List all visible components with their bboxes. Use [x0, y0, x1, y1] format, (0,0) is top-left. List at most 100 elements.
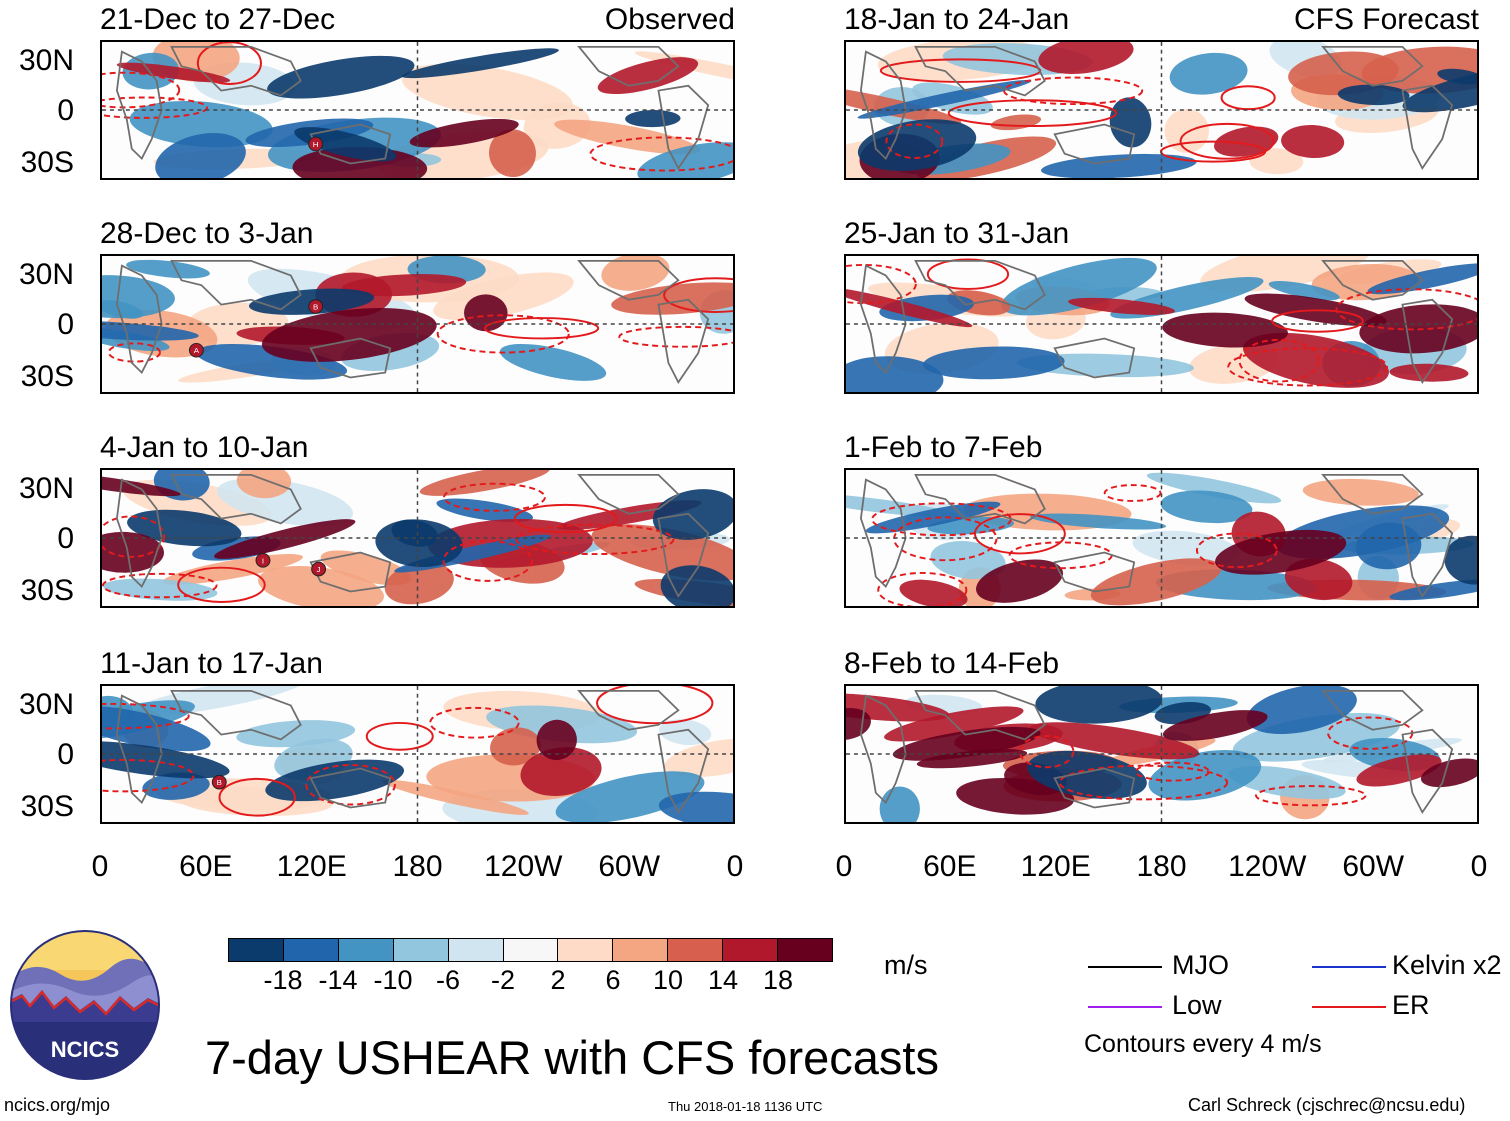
- er-contour: [436, 314, 570, 354]
- er-contour: [305, 764, 396, 806]
- lat-label: 30S: [20, 360, 74, 393]
- shear-anomaly-blob: [1268, 281, 1340, 301]
- shear-anomaly-blob: [384, 562, 454, 605]
- shear-field: H: [102, 42, 733, 178]
- coastline: [170, 689, 302, 741]
- shear-anomaly-blob: [267, 55, 415, 99]
- coastline: [309, 337, 392, 379]
- coastline: [1321, 689, 1424, 731]
- contour-note: Contours every 4 m/s: [1084, 1030, 1322, 1058]
- footer-timestamp: Thu 2018-01-18 1136 UTC: [668, 1099, 823, 1114]
- er-contour: [1058, 764, 1229, 801]
- shear-anomaly-blob: [923, 346, 1065, 380]
- er-contour: [102, 702, 190, 730]
- coastline: [577, 45, 680, 87]
- shear-anomaly-blob: [846, 85, 962, 125]
- coastline: [577, 473, 680, 515]
- panel-title: 28-Dec to 3-Jan: [100, 217, 314, 250]
- lon-label: 180: [1136, 850, 1187, 883]
- footer-url[interactable]: ncics.org/mjo: [4, 1095, 111, 1115]
- legend-label-low: Low: [1172, 990, 1222, 1020]
- shear-anomaly-blob: [597, 57, 699, 95]
- shear-anomaly-blob: [536, 719, 577, 761]
- shear-anomaly-blob: [116, 62, 231, 83]
- panel-title: 8-Feb to 14-Feb: [844, 647, 1060, 680]
- shear-anomaly-blob: [990, 114, 1042, 131]
- er-contour: [926, 258, 1010, 290]
- coastline: [914, 473, 1046, 525]
- colorbar-tick-label: -6: [435, 965, 460, 995]
- shear-anomaly-blob: [879, 786, 920, 822]
- shear-anomaly-blob: [1356, 754, 1442, 787]
- shear-field: B: [102, 686, 733, 822]
- shear-anomaly-blob: [213, 519, 356, 559]
- colorbar-tick-label: -2: [490, 965, 515, 995]
- shear-anomaly-blob: [102, 320, 199, 341]
- coastline: [859, 50, 907, 161]
- shear-anomaly-blob: [1162, 312, 1288, 348]
- coastline: [859, 264, 907, 375]
- shear-anomaly-blob: [846, 693, 950, 722]
- colorbar: [228, 938, 833, 962]
- coastline: [1401, 512, 1454, 599]
- shear-anomaly-blob: [375, 519, 463, 568]
- svg-text:H: H: [313, 140, 319, 149]
- lon-label: 0: [726, 850, 744, 883]
- shear-anomaly-blob: [102, 531, 164, 573]
- coastline: [1053, 551, 1136, 593]
- colorbar-tick-label: -18: [263, 965, 303, 995]
- storm-marker: B: [211, 774, 227, 790]
- coastline: [309, 123, 392, 165]
- coastline: [170, 259, 302, 311]
- legend-label-kelvin: Kelvin x2: [1392, 950, 1502, 980]
- coastline: [1053, 123, 1136, 165]
- coastline: [577, 259, 680, 301]
- shear-anomaly-blob: [1389, 579, 1477, 601]
- er-contour: [1134, 761, 1210, 782]
- lat-label: 30N: [18, 258, 74, 291]
- colorbar-tick-label: 10: [652, 965, 684, 995]
- shear-anomaly-blob: [857, 79, 1032, 119]
- er-contour: [877, 571, 968, 606]
- shear-anomaly-blob: [381, 779, 529, 815]
- coastline: [1401, 84, 1454, 171]
- svg-text:I: I: [262, 556, 264, 565]
- er-contour: [885, 123, 944, 159]
- colorbar-tick-label: 6: [605, 965, 621, 995]
- shear-anomaly-blob: [520, 747, 602, 796]
- coastline: [657, 84, 710, 171]
- er-contour: [515, 523, 675, 556]
- shear-anomaly-blob: [1038, 42, 1134, 74]
- coastline: [115, 264, 163, 375]
- svg-text:B: B: [313, 303, 318, 312]
- er-contour: [107, 342, 161, 363]
- map-panel: H: [100, 40, 735, 180]
- er-contour: [663, 277, 733, 313]
- shear-anomaly-blob: [1420, 758, 1477, 788]
- legend-label-er: ER: [1392, 990, 1430, 1020]
- coastline: [115, 478, 163, 589]
- colorbar-tick-label: 14: [707, 965, 739, 995]
- shear-anomaly-blob: [1402, 67, 1477, 113]
- storm-marker: H: [308, 136, 324, 152]
- colorbar-swatch: [778, 939, 832, 961]
- panel-title: 4-Jan to 10-Jan: [100, 431, 309, 464]
- er-contour: [484, 317, 600, 340]
- legend-label-mjo: MJO: [1172, 950, 1229, 980]
- svg-text:J: J: [317, 565, 321, 574]
- coastline: [657, 728, 710, 815]
- coastline: [309, 767, 392, 809]
- shear-anomaly-blob: [490, 727, 541, 766]
- storm-marker: B: [308, 299, 324, 314]
- lon-label: 180: [392, 850, 443, 883]
- shear-anomaly-blob: [1029, 513, 1167, 530]
- er-contour: [1003, 76, 1144, 106]
- shear-anomaly-blob: [489, 129, 536, 178]
- shear-anomaly-blob: [652, 489, 733, 540]
- shear-anomaly-blob: [1302, 478, 1419, 506]
- shear-anomaly-blob: [402, 48, 559, 79]
- shear-anomaly-blob: [1109, 97, 1152, 148]
- storm-marker: I: [255, 553, 271, 568]
- er-contour: [618, 325, 733, 348]
